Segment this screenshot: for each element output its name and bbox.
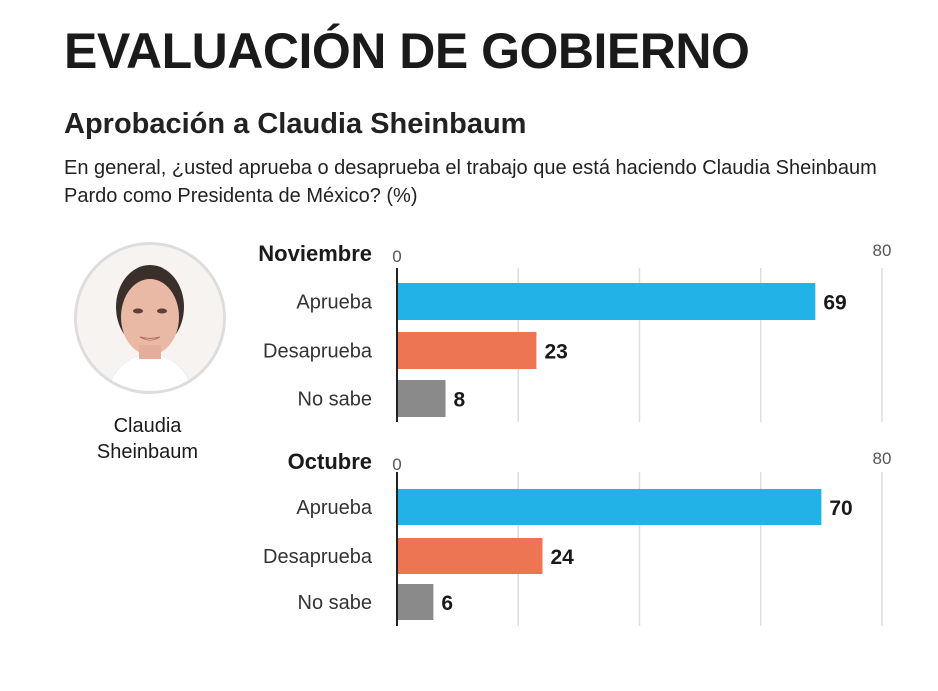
category-label: Aprueba — [296, 497, 372, 519]
person-name: Claudia Sheinbaum — [70, 413, 225, 465]
person-last-name: Sheinbaum — [96, 441, 199, 463]
category-label: Aprueba — [296, 292, 372, 314]
data-label: 6 — [441, 592, 453, 615]
avatar — [74, 242, 226, 394]
axis-tick-label: 0 — [392, 247, 401, 266]
person-first-name: Claudia — [113, 415, 182, 437]
portrait-image — [77, 245, 223, 391]
category-label: Desaprueba — [263, 341, 373, 363]
bar-no-sabe — [397, 380, 446, 417]
category-label: No sabe — [298, 389, 373, 411]
bar-desaprueba — [397, 538, 543, 574]
axis-tick-label: 80 — [873, 449, 892, 468]
panel-title: Octubre — [288, 449, 372, 474]
data-label: 8 — [454, 389, 466, 412]
survey-question: En general, ¿usted aprueba o desaprueba … — [64, 157, 877, 207]
category-label: No sabe — [298, 592, 373, 614]
axis-tick-label: 0 — [392, 455, 401, 474]
category-label: Desaprueba — [263, 546, 373, 568]
data-label: 70 — [829, 497, 852, 520]
axis-tick-label: 80 — [873, 241, 892, 260]
bar-aprueba — [397, 283, 816, 320]
page-title: EVALUACIÓN DE GOBIERNO — [64, 23, 750, 79]
chart-subtitle: Aprobación a Claudia Sheinbaum — [64, 108, 527, 140]
bar-no-sabe — [397, 584, 434, 620]
bar-desaprueba — [397, 332, 537, 369]
bar-aprueba — [397, 489, 822, 525]
panel-title: Noviembre — [258, 241, 372, 266]
data-label: 24 — [551, 546, 575, 569]
data-label: 23 — [544, 341, 567, 364]
data-label: 69 — [823, 292, 846, 315]
